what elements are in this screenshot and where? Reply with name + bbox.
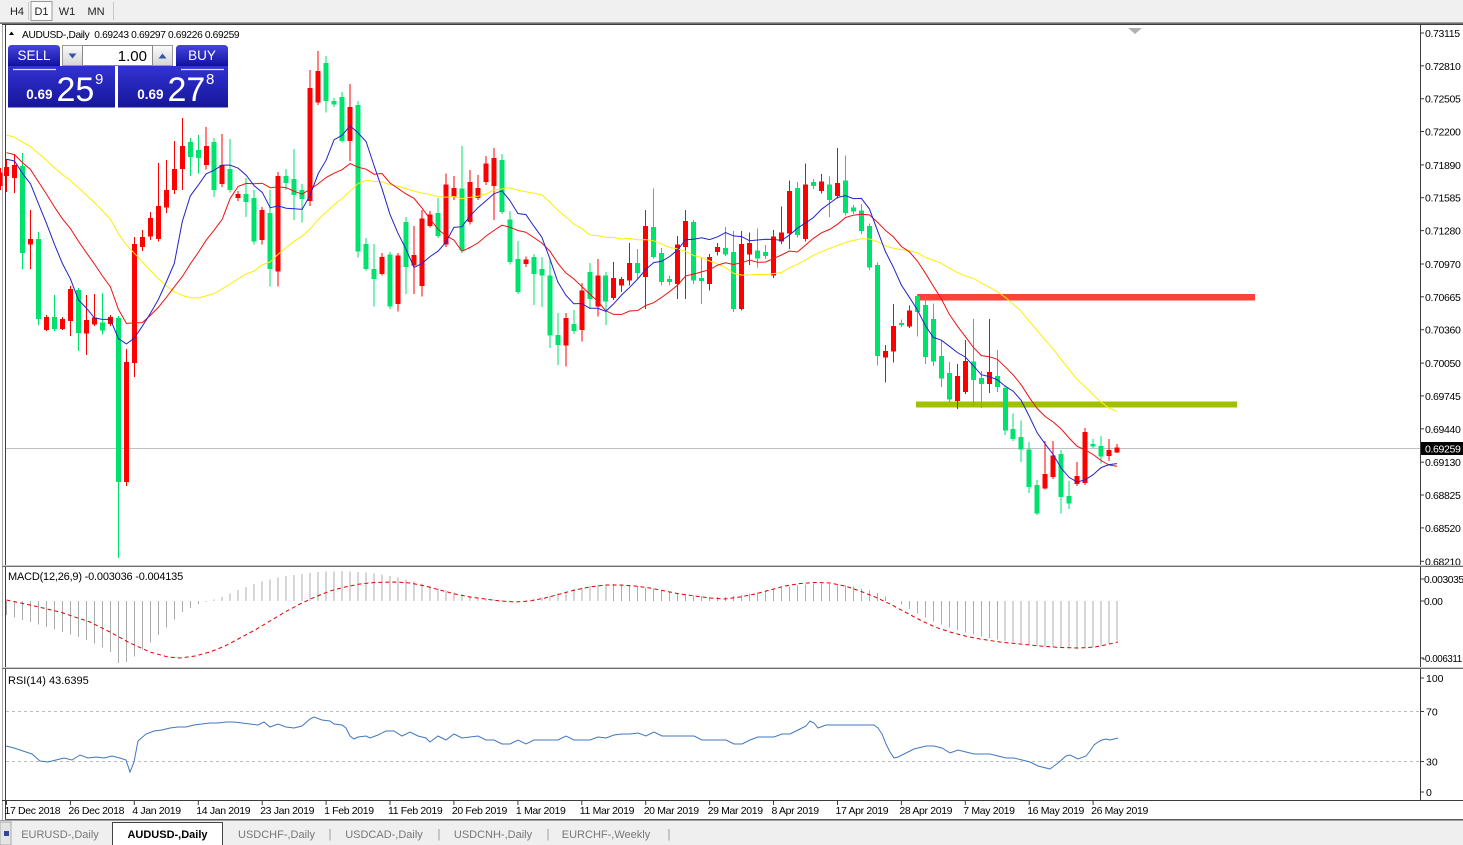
svg-text:|: | bbox=[438, 829, 441, 841]
svg-text:1 Mar 2019: 1 Mar 2019 bbox=[516, 805, 566, 817]
svg-text:23 Jan 2019: 23 Jan 2019 bbox=[260, 805, 314, 817]
svg-text:0.68825: 0.68825 bbox=[1425, 490, 1461, 502]
svg-text:20 Feb 2019: 20 Feb 2019 bbox=[452, 805, 508, 817]
svg-text:EURUSD-,Daily: EURUSD-,Daily bbox=[21, 829, 99, 841]
svg-text:8 Apr 2019: 8 Apr 2019 bbox=[772, 805, 820, 817]
svg-text:28 Apr 2019: 28 Apr 2019 bbox=[899, 805, 952, 817]
svg-text:1 Feb 2019: 1 Feb 2019 bbox=[324, 805, 374, 817]
svg-text:H4: H4 bbox=[10, 6, 24, 18]
svg-text:0.71585: 0.71585 bbox=[1425, 193, 1461, 205]
svg-text:BUY: BUY bbox=[188, 48, 216, 63]
svg-text:0.70050: 0.70050 bbox=[1425, 358, 1461, 370]
svg-text:16 May 2019: 16 May 2019 bbox=[1027, 805, 1084, 817]
svg-text:11 Feb 2019: 11 Feb 2019 bbox=[388, 805, 443, 817]
svg-text:25: 25 bbox=[57, 71, 95, 109]
svg-text:|: | bbox=[329, 829, 332, 841]
svg-text:EURCHF-,Weekly: EURCHF-,Weekly bbox=[562, 829, 651, 841]
svg-text:USDCAD-,Daily: USDCAD-,Daily bbox=[345, 829, 423, 841]
svg-text:0.70970: 0.70970 bbox=[1425, 259, 1461, 271]
svg-text:0.70665: 0.70665 bbox=[1425, 292, 1461, 304]
svg-text:0.00: 0.00 bbox=[1424, 597, 1443, 608]
svg-text:USDCHF-,Daily: USDCHF-,Daily bbox=[238, 829, 316, 841]
svg-text:|: | bbox=[547, 829, 550, 841]
svg-text:9: 9 bbox=[95, 71, 103, 88]
svg-text:26 Dec 2018: 26 Dec 2018 bbox=[68, 805, 124, 817]
svg-text:0.72200: 0.72200 bbox=[1425, 127, 1461, 139]
svg-text:0.70360: 0.70360 bbox=[1425, 325, 1461, 337]
svg-text:|: | bbox=[668, 829, 671, 841]
svg-text:MN: MN bbox=[87, 6, 104, 18]
svg-text:AUDUSD-,Daily 0.69243 0.69297: AUDUSD-,Daily 0.69243 0.69297 0.69226 0.… bbox=[22, 30, 240, 41]
svg-text:29 Mar 2019: 29 Mar 2019 bbox=[708, 805, 764, 817]
svg-text:70: 70 bbox=[1426, 707, 1438, 719]
svg-text:USDCNH-,Daily: USDCNH-,Daily bbox=[454, 829, 533, 841]
svg-text:0.71890: 0.71890 bbox=[1425, 160, 1461, 172]
svg-text:D1: D1 bbox=[34, 6, 48, 18]
svg-text:0.73115: 0.73115 bbox=[1425, 28, 1460, 40]
svg-text:0.69: 0.69 bbox=[137, 87, 163, 102]
svg-text:0.69440: 0.69440 bbox=[1425, 424, 1461, 436]
svg-text:8: 8 bbox=[206, 71, 214, 88]
svg-text:26 May 2019: 26 May 2019 bbox=[1091, 805, 1148, 817]
svg-text:0.69130: 0.69130 bbox=[1425, 457, 1461, 469]
svg-text:RSI(14) 43.6395: RSI(14) 43.6395 bbox=[8, 675, 89, 687]
svg-text:0.69: 0.69 bbox=[26, 87, 52, 102]
svg-text:-0.006311: -0.006311 bbox=[1422, 654, 1462, 665]
svg-text:0.003035: 0.003035 bbox=[1424, 575, 1463, 586]
svg-text:0.72810: 0.72810 bbox=[1425, 61, 1461, 73]
svg-text:27: 27 bbox=[168, 71, 206, 109]
svg-text:SELL: SELL bbox=[17, 48, 51, 63]
svg-text:0.71280: 0.71280 bbox=[1425, 226, 1461, 238]
svg-text:14 Jan 2019: 14 Jan 2019 bbox=[196, 805, 250, 817]
svg-text:0.69745: 0.69745 bbox=[1425, 391, 1461, 403]
svg-text:7 May 2019: 7 May 2019 bbox=[963, 805, 1015, 817]
svg-text:4 Jan 2019: 4 Jan 2019 bbox=[132, 805, 181, 817]
svg-text:0.68520: 0.68520 bbox=[1425, 523, 1461, 535]
svg-text:11 Mar 2019: 11 Mar 2019 bbox=[580, 805, 635, 817]
svg-text:20 Mar 2019: 20 Mar 2019 bbox=[644, 805, 700, 817]
svg-text:AUDUSD-,Daily: AUDUSD-,Daily bbox=[127, 829, 208, 841]
svg-text:30: 30 bbox=[1426, 757, 1438, 769]
svg-text:1.00: 1.00 bbox=[118, 48, 147, 65]
svg-text:W1: W1 bbox=[59, 6, 76, 18]
svg-text:0.72505: 0.72505 bbox=[1425, 94, 1461, 106]
svg-text:0.69259: 0.69259 bbox=[1425, 444, 1461, 456]
svg-text:100: 100 bbox=[1426, 673, 1444, 685]
svg-text:17 Dec 2018: 17 Dec 2018 bbox=[5, 805, 61, 817]
svg-text:17 Apr 2019: 17 Apr 2019 bbox=[836, 805, 889, 817]
svg-text:0: 0 bbox=[1426, 787, 1432, 799]
svg-text:MACD(12,26,9) -0.003036 -0.004: MACD(12,26,9) -0.003036 -0.004135 bbox=[8, 571, 183, 583]
